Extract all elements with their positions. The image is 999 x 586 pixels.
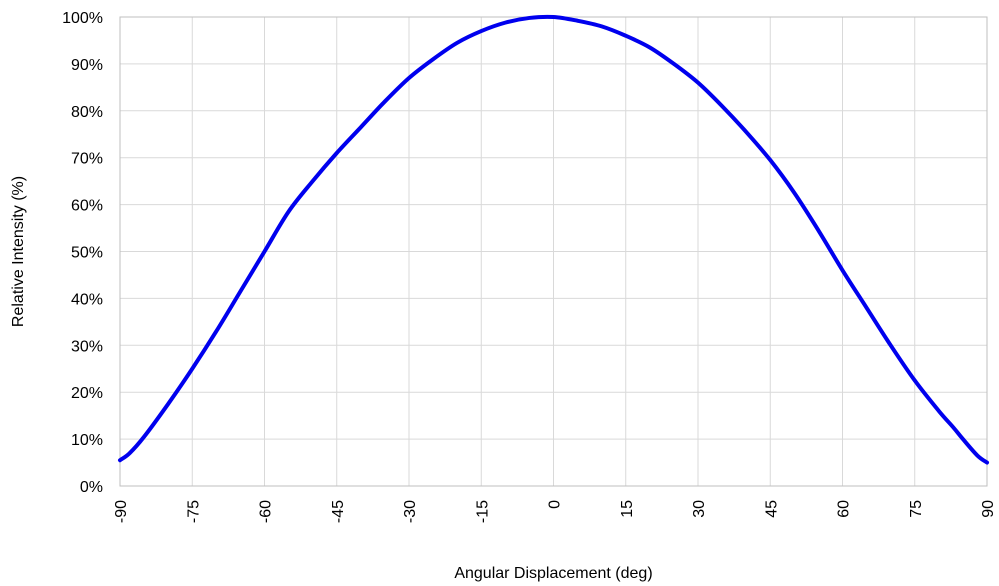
y-tick-label: 60% [71,198,103,215]
x-tick-label: -75 [185,500,202,523]
y-tick-label: 70% [71,151,103,168]
y-tick-label: 100% [62,10,103,27]
y-tick-label: 0% [80,479,103,496]
x-tick-label: 60 [836,500,853,518]
series-layer [118,14,989,465]
series-line [118,14,989,465]
x-tick-label: 0 [547,500,564,509]
x-tick-labels: -90 -75 -60 -45 -30 -15 0 15 30 45 60 75 90 [113,500,997,523]
x-tick-label: -60 [258,500,275,523]
y-axis-title: Relative Intensity (%) [10,176,27,327]
x-tick-label: 15 [619,500,636,518]
y-tick-label: 90% [71,57,103,74]
y-tick-label: 80% [71,104,103,121]
x-tick-label: -30 [402,500,419,523]
y-tick-label: 30% [71,338,103,355]
x-tick-label: -15 [474,500,491,523]
y-tick-label: 20% [71,385,103,402]
x-tick-label: 30 [691,500,708,518]
y-tick-label: 40% [71,291,103,308]
x-tick-label: 75 [908,500,925,518]
x-tick-label: 45 [763,500,780,518]
x-tick-label: -90 [113,500,130,523]
x-axis-title: Angular Displacement (deg) [454,565,652,582]
y-tick-label: 50% [71,245,103,262]
y-tick-labels: 0% 10% 20% 30% 40% 50% 60% 70% 80% 90% 100% [62,10,103,496]
x-tick-label: 90 [980,500,997,518]
y-tick-label: 10% [71,432,103,449]
x-tick-label: -45 [330,500,347,523]
